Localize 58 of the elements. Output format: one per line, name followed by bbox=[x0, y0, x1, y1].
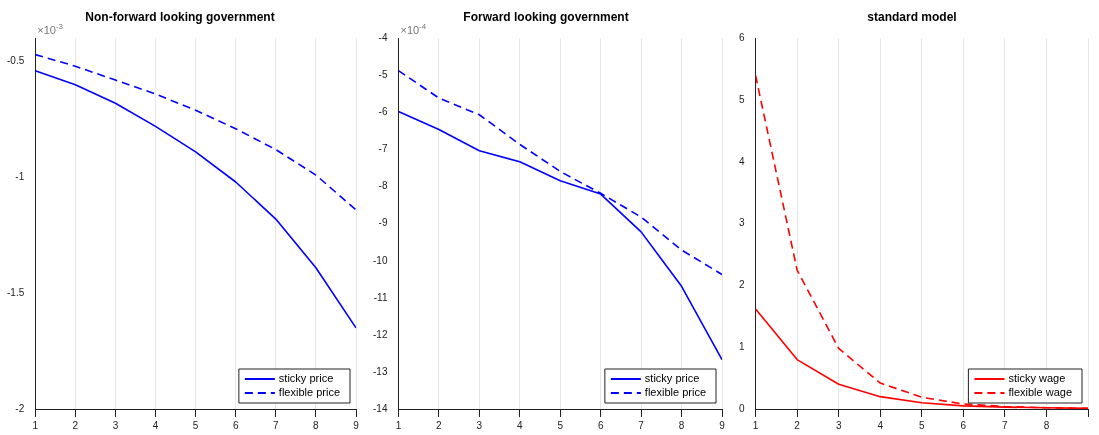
x-tick-label: 6 bbox=[960, 419, 967, 431]
x-tick-label: 3 bbox=[112, 419, 119, 431]
x-tick-label: 9 bbox=[353, 419, 360, 431]
legend-label: flexible price bbox=[644, 386, 706, 399]
x-tick-label: 5 bbox=[192, 419, 199, 431]
legend-label: sticky price bbox=[644, 372, 700, 385]
y-tick-label: -5 bbox=[378, 69, 388, 81]
y-tick-label: 4 bbox=[739, 155, 745, 167]
x-tick-label: 7 bbox=[273, 419, 280, 431]
line-series bbox=[35, 53, 356, 211]
y-tick-label: -1 bbox=[15, 171, 25, 183]
legend-label: flexible wage bbox=[1008, 386, 1072, 399]
y-tick-label: -14 bbox=[373, 402, 388, 414]
x-tick-label: 2 bbox=[72, 419, 79, 431]
y-tick-label: -6 bbox=[378, 106, 388, 118]
y-tick-label: -0.5 bbox=[7, 55, 25, 67]
y-tick-label: -12 bbox=[373, 328, 388, 340]
x-tick-label: 8 bbox=[1043, 419, 1050, 431]
y-tick-label: 2 bbox=[739, 279, 745, 291]
y-tick-label: -7 bbox=[378, 143, 388, 155]
chart-title: Forward looking government bbox=[463, 9, 629, 24]
x-tick-label: 8 bbox=[313, 419, 320, 431]
y-tick-label: -4 bbox=[378, 32, 388, 44]
y-tick-label: -1.5 bbox=[7, 286, 25, 298]
y-tick-label: -13 bbox=[373, 365, 388, 377]
legend-label: sticky price bbox=[278, 372, 334, 385]
x-tick-label: 1 bbox=[752, 419, 759, 431]
legend-label: sticky wage bbox=[1008, 372, 1066, 385]
y-tick-label: -8 bbox=[378, 180, 388, 192]
x-tick-label: 4 bbox=[517, 419, 523, 431]
y-tick-label: 3 bbox=[739, 217, 745, 229]
chart-title: Non-forward looking government bbox=[85, 9, 275, 24]
x-tick-label: 1 bbox=[32, 419, 39, 431]
x-tick-label: 3 bbox=[476, 419, 483, 431]
x-tick-label: 3 bbox=[835, 419, 842, 431]
y-tick-label: -2 bbox=[15, 402, 25, 414]
x-tick-label: 6 bbox=[232, 419, 239, 431]
x-tick-label: 6 bbox=[597, 419, 604, 431]
x-tick-label: 2 bbox=[436, 419, 443, 431]
x-tick-label: 5 bbox=[557, 419, 564, 431]
y-tick-label: 0 bbox=[739, 402, 745, 414]
x-tick-label: 9 bbox=[719, 419, 726, 431]
y-tick-label: 6 bbox=[739, 32, 745, 44]
x-tick-label: 7 bbox=[1002, 419, 1009, 431]
y-tick-label: -11 bbox=[373, 291, 388, 303]
chart-title: standard model bbox=[867, 9, 957, 24]
x-tick-label: 2 bbox=[794, 419, 801, 431]
y-tick-label: -10 bbox=[373, 254, 388, 266]
y-tick-label: -9 bbox=[378, 217, 388, 229]
legend-label: flexible price bbox=[278, 386, 340, 399]
x-tick-label: 8 bbox=[678, 419, 685, 431]
x-tick-label: 7 bbox=[638, 419, 645, 431]
y-tick-label: 5 bbox=[739, 93, 745, 105]
x-tick-label: 4 bbox=[152, 419, 159, 431]
x-tick-label: 4 bbox=[877, 419, 884, 431]
y-tick-label: 1 bbox=[739, 340, 745, 352]
x-tick-label: 1 bbox=[395, 419, 402, 431]
x-tick-label: 5 bbox=[919, 419, 925, 431]
